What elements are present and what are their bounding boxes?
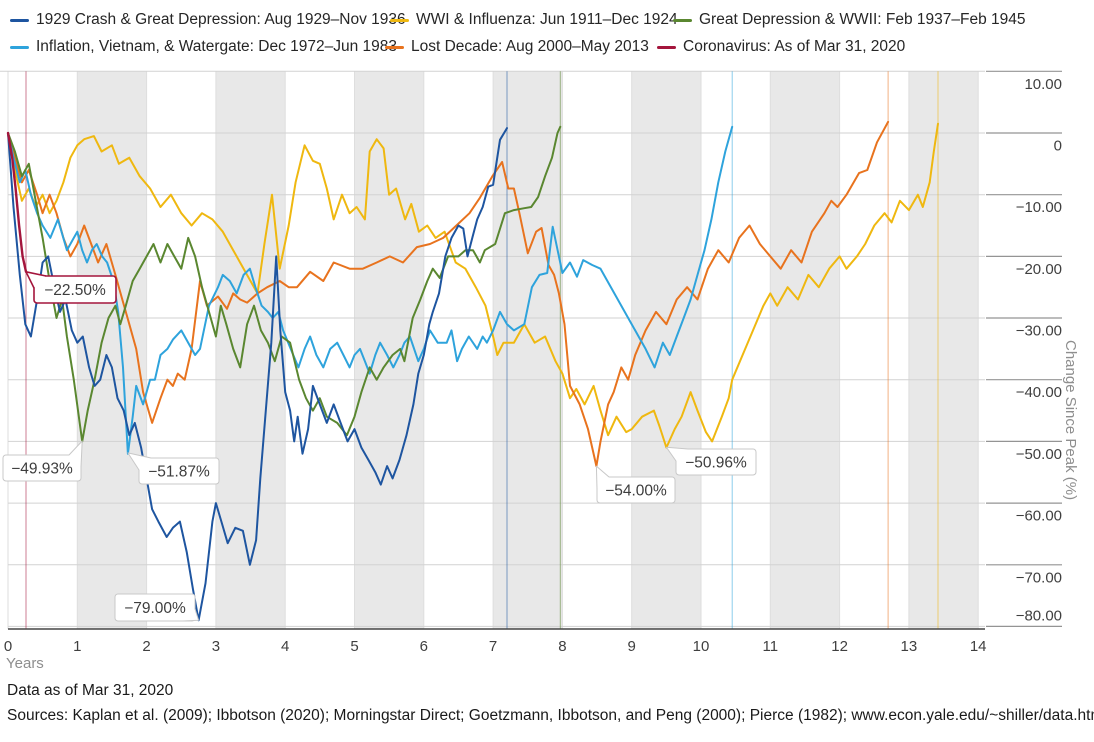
chart-annotation: −22.50% [25,271,117,304]
x-tick-label: 1 [73,638,81,655]
y-axis-title: Change Since Peak (%) [1062,340,1079,501]
x-tick-label: 0 [4,638,12,655]
x-tick-label: 8 [558,638,566,655]
chart-annotation: −79.00% [114,593,200,622]
legend-swatch-inflation-vietnam-watergate [10,45,29,49]
x-tick-label: 7 [489,638,497,655]
chart-annotation: −50.96% [665,446,757,476]
legend-swatch-crash-1929 [10,18,29,22]
x-tick-label: 3 [212,638,220,655]
legend-label: Great Depression & WWII: Feb 1937–Feb 19… [699,11,1026,28]
y-tick-label: −60.00 [1016,508,1062,525]
x-tick-label: 4 [281,638,289,655]
series-line-wwi-influenza [7,122,939,449]
y-tick-label: −40.00 [1016,384,1062,401]
legend-label: 1929 Crash & Great Depression: Aug 1929–… [36,11,406,28]
series-line-great-depression-wwii [7,125,562,443]
series-line-crash-1929 [7,127,508,622]
x-axis-title: Years [6,655,44,672]
legend-item-wwi-influenza: WWI & Influenza: Jun 1911–Dec 1924 [390,11,678,29]
x-tick-label: 6 [420,638,428,655]
x-tick-label: 14 [970,638,987,655]
y-tick-label: −30.00 [1016,323,1062,340]
y-tick-label: 10.00 [1024,76,1062,93]
annotation-value-label: −50.96% [685,455,747,472]
series-line-coronavirus [6,131,28,273]
shaded-year-band [215,71,286,630]
legend-swatch-wwi-influenza [390,18,409,22]
x-tick-label: 9 [628,638,636,655]
y-tick-label: −70.00 [1016,569,1062,586]
legend-swatch-coronavirus [657,45,676,49]
annotation-value-label: −49.93% [11,461,73,478]
legend-label: WWI & Influenza: Jun 1911–Dec 1924 [416,11,678,28]
y-tick-label: −20.00 [1016,261,1062,278]
sources-note: Sources: Kaplan et al. (2009); Ibbotson … [7,707,1094,724]
shaded-year-band [77,71,147,630]
chart-annotation: −54.00% [595,465,676,504]
legend-item-great-depression-wwii: Great Depression & WWII: Feb 1937–Feb 19… [673,11,1026,29]
shaded-year-band [908,71,979,630]
legend-item-lost-decade: Lost Decade: Aug 2000–May 2013 [385,38,649,56]
y-tick-label: −10.00 [1016,199,1062,216]
legend-item-crash-1929: 1929 Crash & Great Depression: Aug 1929–… [10,11,406,29]
legend-swatch-lost-decade [385,45,404,49]
x-tick-label: 2 [142,638,150,655]
y-tick-label: 0 [1054,138,1062,155]
annotation-value-label: −22.50% [44,282,106,299]
x-tick-label: 10 [693,638,710,655]
data-as-of-note: Data as of Mar 31, 2020 [7,682,174,699]
chart-annotation: −49.93% [2,440,83,482]
annotation-value-label: −51.87% [148,464,210,481]
y-tick-label: −50.00 [1016,446,1062,463]
series-line-lost-decade [7,120,890,468]
legend-item-inflation-vietnam-watergate: Inflation, Vietnam, & Watergate: Dec 197… [10,38,397,56]
x-tick-label: 11 [763,638,779,655]
legend-swatch-great-depression-wwii [673,18,692,22]
chart-annotation: −51.87% [127,452,220,485]
legend-label: Inflation, Vietnam, & Watergate: Dec 197… [36,38,398,55]
annotation-value-label: −54.00% [605,483,667,500]
annotation-value-label: −79.00% [124,600,186,617]
legend-label: Lost Decade: Aug 2000–May 2013 [411,38,649,55]
shaded-year-band [354,71,424,630]
y-tick-label: −80.00 [1016,607,1062,624]
x-tick-label: 13 [901,638,918,655]
x-tick-label: 5 [350,638,358,655]
x-tick-label: 12 [831,638,848,655]
legend-label: Coronavirus: As of Mar 31, 2020 [683,38,906,55]
shaded-year-band [770,71,840,630]
legend-item-coronavirus: Coronavirus: As of Mar 31, 2020 [657,38,905,56]
